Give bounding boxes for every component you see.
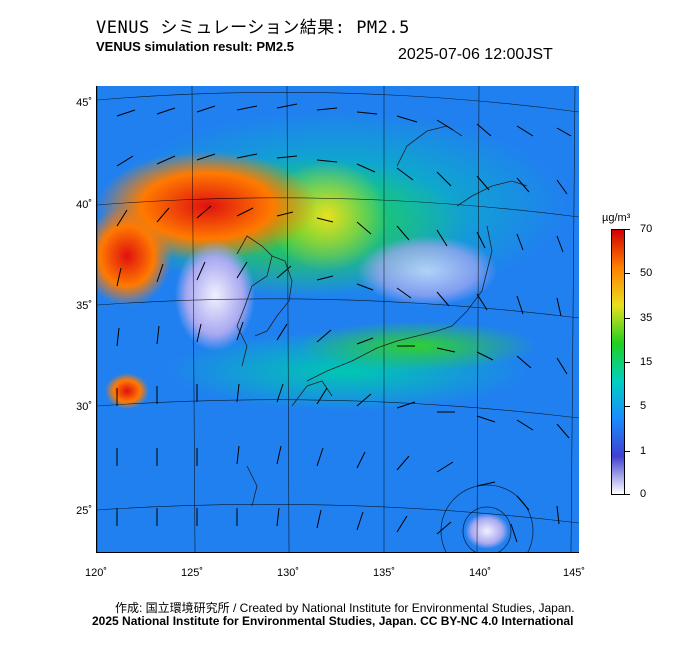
concentration-red-west: [97, 206, 172, 306]
colorbar-tick-35: 35: [640, 312, 653, 324]
colorbar-tickmark: [625, 318, 630, 319]
pm25-map: [96, 86, 579, 553]
colorbar-tickmark: [625, 451, 630, 452]
colorbar-tick-5: 5: [640, 400, 647, 412]
lon-label-135: 135˚: [372, 567, 396, 579]
colorbar-tickmark: [625, 229, 630, 230]
credit-line: 作成: 国立環境研究所 / Created by National Instit…: [115, 601, 575, 615]
colorbar-tickmark: [625, 494, 630, 495]
map-title-en: VENUS simulation result: PM2.5: [96, 39, 294, 54]
colorbar-tick-50: 50: [640, 267, 653, 279]
lat-label-25: 25˚: [76, 505, 92, 517]
lon-label-145: 145˚: [562, 567, 586, 579]
clean-area-typhoon-eye: [465, 513, 509, 549]
colorbar: [611, 229, 625, 495]
wind-vectors: [116, 103, 572, 543]
forecast-timestamp: 2025-07-06 12:00JST: [398, 46, 553, 63]
lon-label-125: 125˚: [180, 567, 204, 579]
lat-label-30: 30˚: [76, 401, 92, 413]
colorbar-tickmark: [625, 273, 630, 274]
typhoon-circulation: [440, 484, 534, 552]
lat-label-35: 35˚: [76, 300, 92, 312]
map-title-jp: VENUS シミュレーション結果: PM2.5: [96, 18, 410, 38]
colorbar-tick-0: 0: [640, 488, 647, 500]
lat-label-40: 40˚: [76, 199, 92, 211]
clean-area-japan-sea: [357, 236, 497, 306]
colorbar-tickmark: [625, 406, 630, 407]
coastlines: [236, 125, 528, 507]
lon-label-120: 120˚: [84, 567, 108, 579]
concentration-red-shanghai: [105, 373, 149, 409]
license-line: 2025 National Institute for Environmenta…: [92, 614, 574, 628]
lon-label-130: 130˚: [276, 567, 300, 579]
concentration-band-green-japan: [297, 321, 537, 371]
colorbar-tick-15: 15: [640, 356, 653, 368]
graticule: [97, 86, 579, 552]
lon-label-140: 140˚: [468, 567, 492, 579]
colorbar-tick-70: 70: [640, 223, 653, 235]
colorbar-tick-1: 1: [640, 445, 647, 457]
colorbar-unit: µg/m³: [602, 212, 631, 224]
clean-area-yellow-sea: [175, 241, 255, 351]
colorbar-tickmark: [625, 362, 630, 363]
lat-label-45: 45˚: [76, 97, 92, 109]
